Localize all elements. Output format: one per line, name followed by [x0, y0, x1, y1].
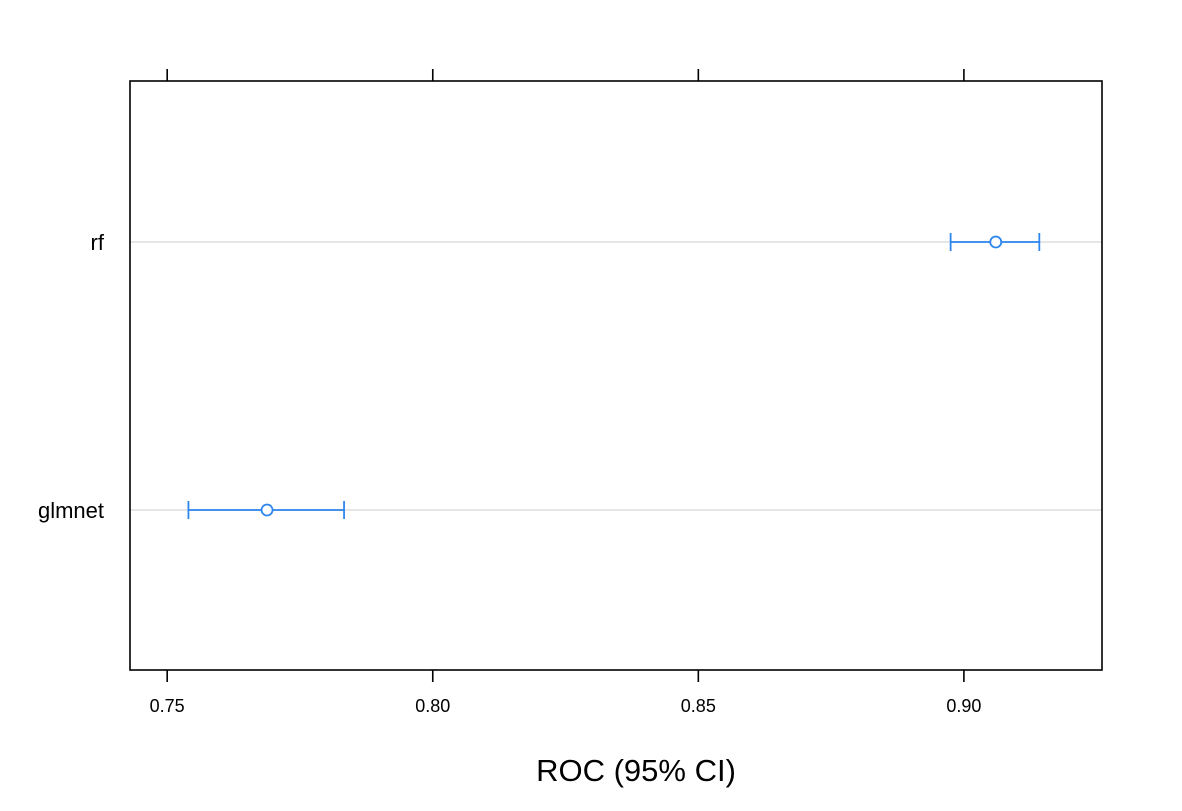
axis-ticks — [166, 69, 965, 682]
estimate-point-glmnet — [260, 503, 274, 517]
category-label-glmnet: glmnet — [38, 498, 104, 523]
x-tick-label: 0.75 — [150, 696, 185, 716]
y-category-labels: rf glmnet — [38, 230, 105, 523]
x-tick-labels: 0.75 0.80 0.85 0.90 — [150, 696, 982, 716]
gridlines — [130, 241, 1102, 511]
category-label-rf: rf — [91, 230, 105, 255]
interval-glmnet — [187, 501, 345, 519]
x-tick-label: 0.80 — [415, 696, 450, 716]
interval-rf — [949, 233, 1041, 251]
x-tick-label: 0.90 — [946, 696, 981, 716]
plot-frame — [129, 80, 1103, 671]
x-axis-title: ROC (95% CI) — [536, 753, 736, 788]
estimate-point-rf — [989, 235, 1003, 249]
x-tick-label: 0.85 — [681, 696, 716, 716]
interval-marks — [187, 233, 1041, 519]
